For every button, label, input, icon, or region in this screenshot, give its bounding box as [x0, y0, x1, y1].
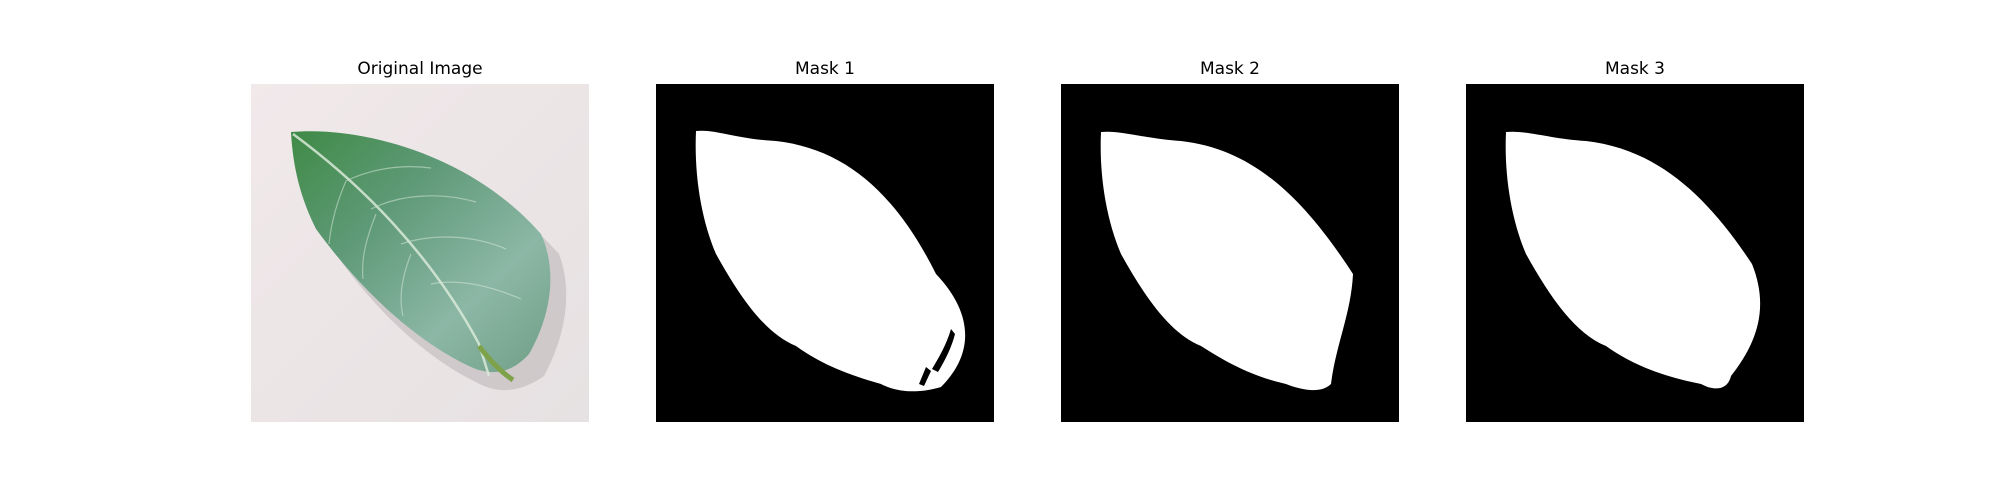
- original-image: [251, 84, 589, 422]
- mask-3-image: [1466, 84, 1804, 422]
- mask-2-image: [1061, 84, 1399, 422]
- panel-title-mask-1: Mask 1: [794, 59, 855, 79]
- mask-1-silhouette: [656, 84, 994, 422]
- mask-2-silhouette: [1061, 84, 1399, 422]
- panel-title-original: Original Image: [357, 59, 483, 79]
- panel-title-mask-3: Mask 3: [1604, 59, 1665, 79]
- panel-title-mask-2: Mask 2: [1199, 59, 1260, 79]
- mask-1-image: [656, 84, 994, 422]
- mask-3-silhouette: [1466, 84, 1804, 422]
- leaf-photo: [251, 84, 589, 422]
